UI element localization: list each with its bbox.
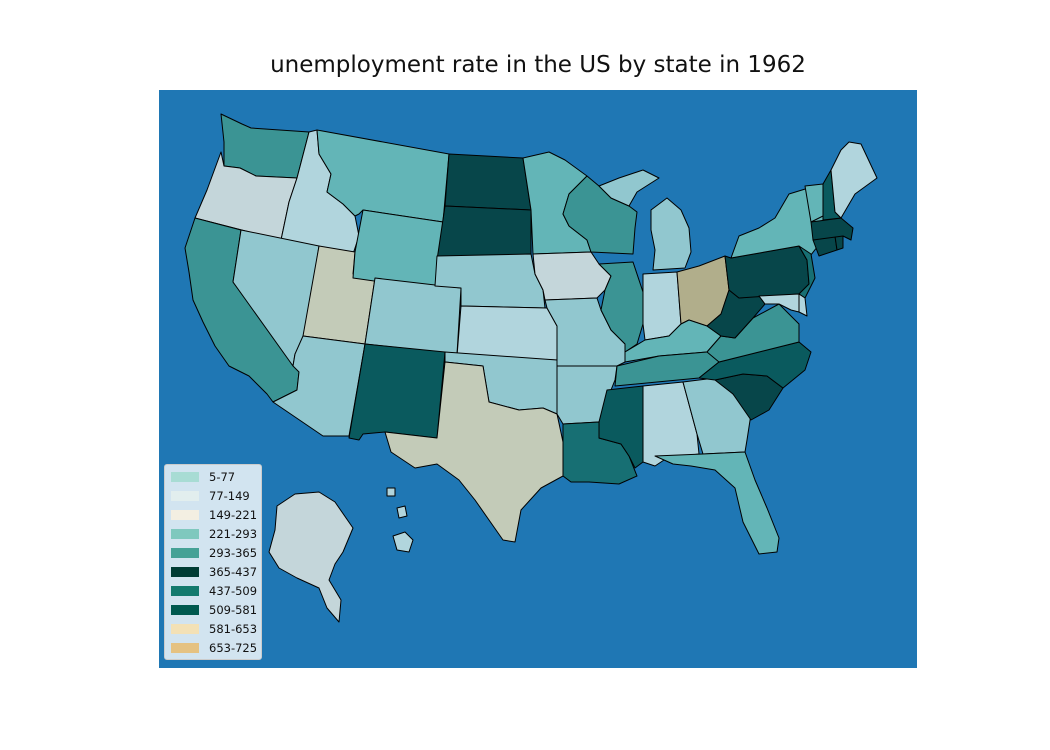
state-hi-island-3[interactable] — [386, 487, 396, 497]
legend-swatch — [171, 548, 199, 558]
legend-label: 293-365 — [209, 546, 258, 560]
legend-label: 77-149 — [209, 489, 250, 503]
legend-swatch — [171, 643, 199, 653]
state-ia[interactable] — [532, 251, 612, 301]
legend-item: 581-653 — [169, 620, 261, 638]
state-ma[interactable] — [810, 217, 854, 241]
legend-label: 581-653 — [209, 622, 258, 636]
legend-item: 149-221 — [169, 506, 261, 524]
us-choropleth-map — [184, 113, 878, 623]
map-legend: 5-77 77-149 149-221 221-293 293-365 365-… — [164, 464, 262, 660]
state-ri[interactable] — [834, 235, 844, 251]
legend-item: 221-293 — [169, 525, 261, 543]
legend-label: 5-77 — [209, 470, 236, 484]
state-hi[interactable] — [392, 531, 414, 553]
state-nd[interactable] — [444, 153, 532, 211]
legend-swatch — [171, 472, 199, 482]
legend-swatch — [171, 624, 199, 634]
state-wy[interactable] — [352, 209, 444, 291]
legend-swatch — [171, 510, 199, 520]
state-ak[interactable] — [268, 491, 354, 623]
legend-item: 293-365 — [169, 544, 261, 562]
state-hi-island-2[interactable] — [396, 505, 408, 519]
legend-label: 653-725 — [209, 641, 258, 655]
state-fl[interactable] — [654, 451, 780, 555]
state-mi[interactable] — [650, 197, 692, 271]
legend-swatch — [171, 567, 199, 577]
legend-label: 365-437 — [209, 565, 258, 579]
state-sd[interactable] — [436, 205, 532, 261]
state-de[interactable] — [798, 293, 808, 317]
legend-label: 509-581 — [209, 603, 258, 617]
legend-item: 509-581 — [169, 601, 261, 619]
state-il[interactable] — [598, 261, 644, 353]
legend-swatch — [171, 491, 199, 501]
legend-item: 5-77 — [169, 468, 261, 486]
legend-swatch — [171, 529, 199, 539]
state-mi-upper[interactable] — [598, 169, 660, 207]
state-mt[interactable] — [316, 129, 450, 223]
legend-item: 77-149 — [169, 487, 261, 505]
state-me[interactable] — [830, 141, 878, 219]
legend-label: 221-293 — [209, 527, 258, 541]
legend-label: 437-509 — [209, 584, 258, 598]
legend-item: 653-725 — [169, 639, 261, 657]
state-co[interactable] — [364, 277, 462, 355]
legend-item: 437-509 — [169, 582, 261, 600]
legend-item: 365-437 — [169, 563, 261, 581]
state-tx[interactable] — [384, 361, 564, 543]
map-panel — [159, 90, 917, 668]
state-ks[interactable] — [456, 305, 558, 361]
legend-swatch — [171, 605, 199, 615]
legend-swatch — [171, 586, 199, 596]
map-title: unemployment rate in the US by state in … — [270, 52, 806, 78]
state-nm[interactable] — [348, 343, 446, 441]
legend-label: 149-221 — [209, 508, 258, 522]
